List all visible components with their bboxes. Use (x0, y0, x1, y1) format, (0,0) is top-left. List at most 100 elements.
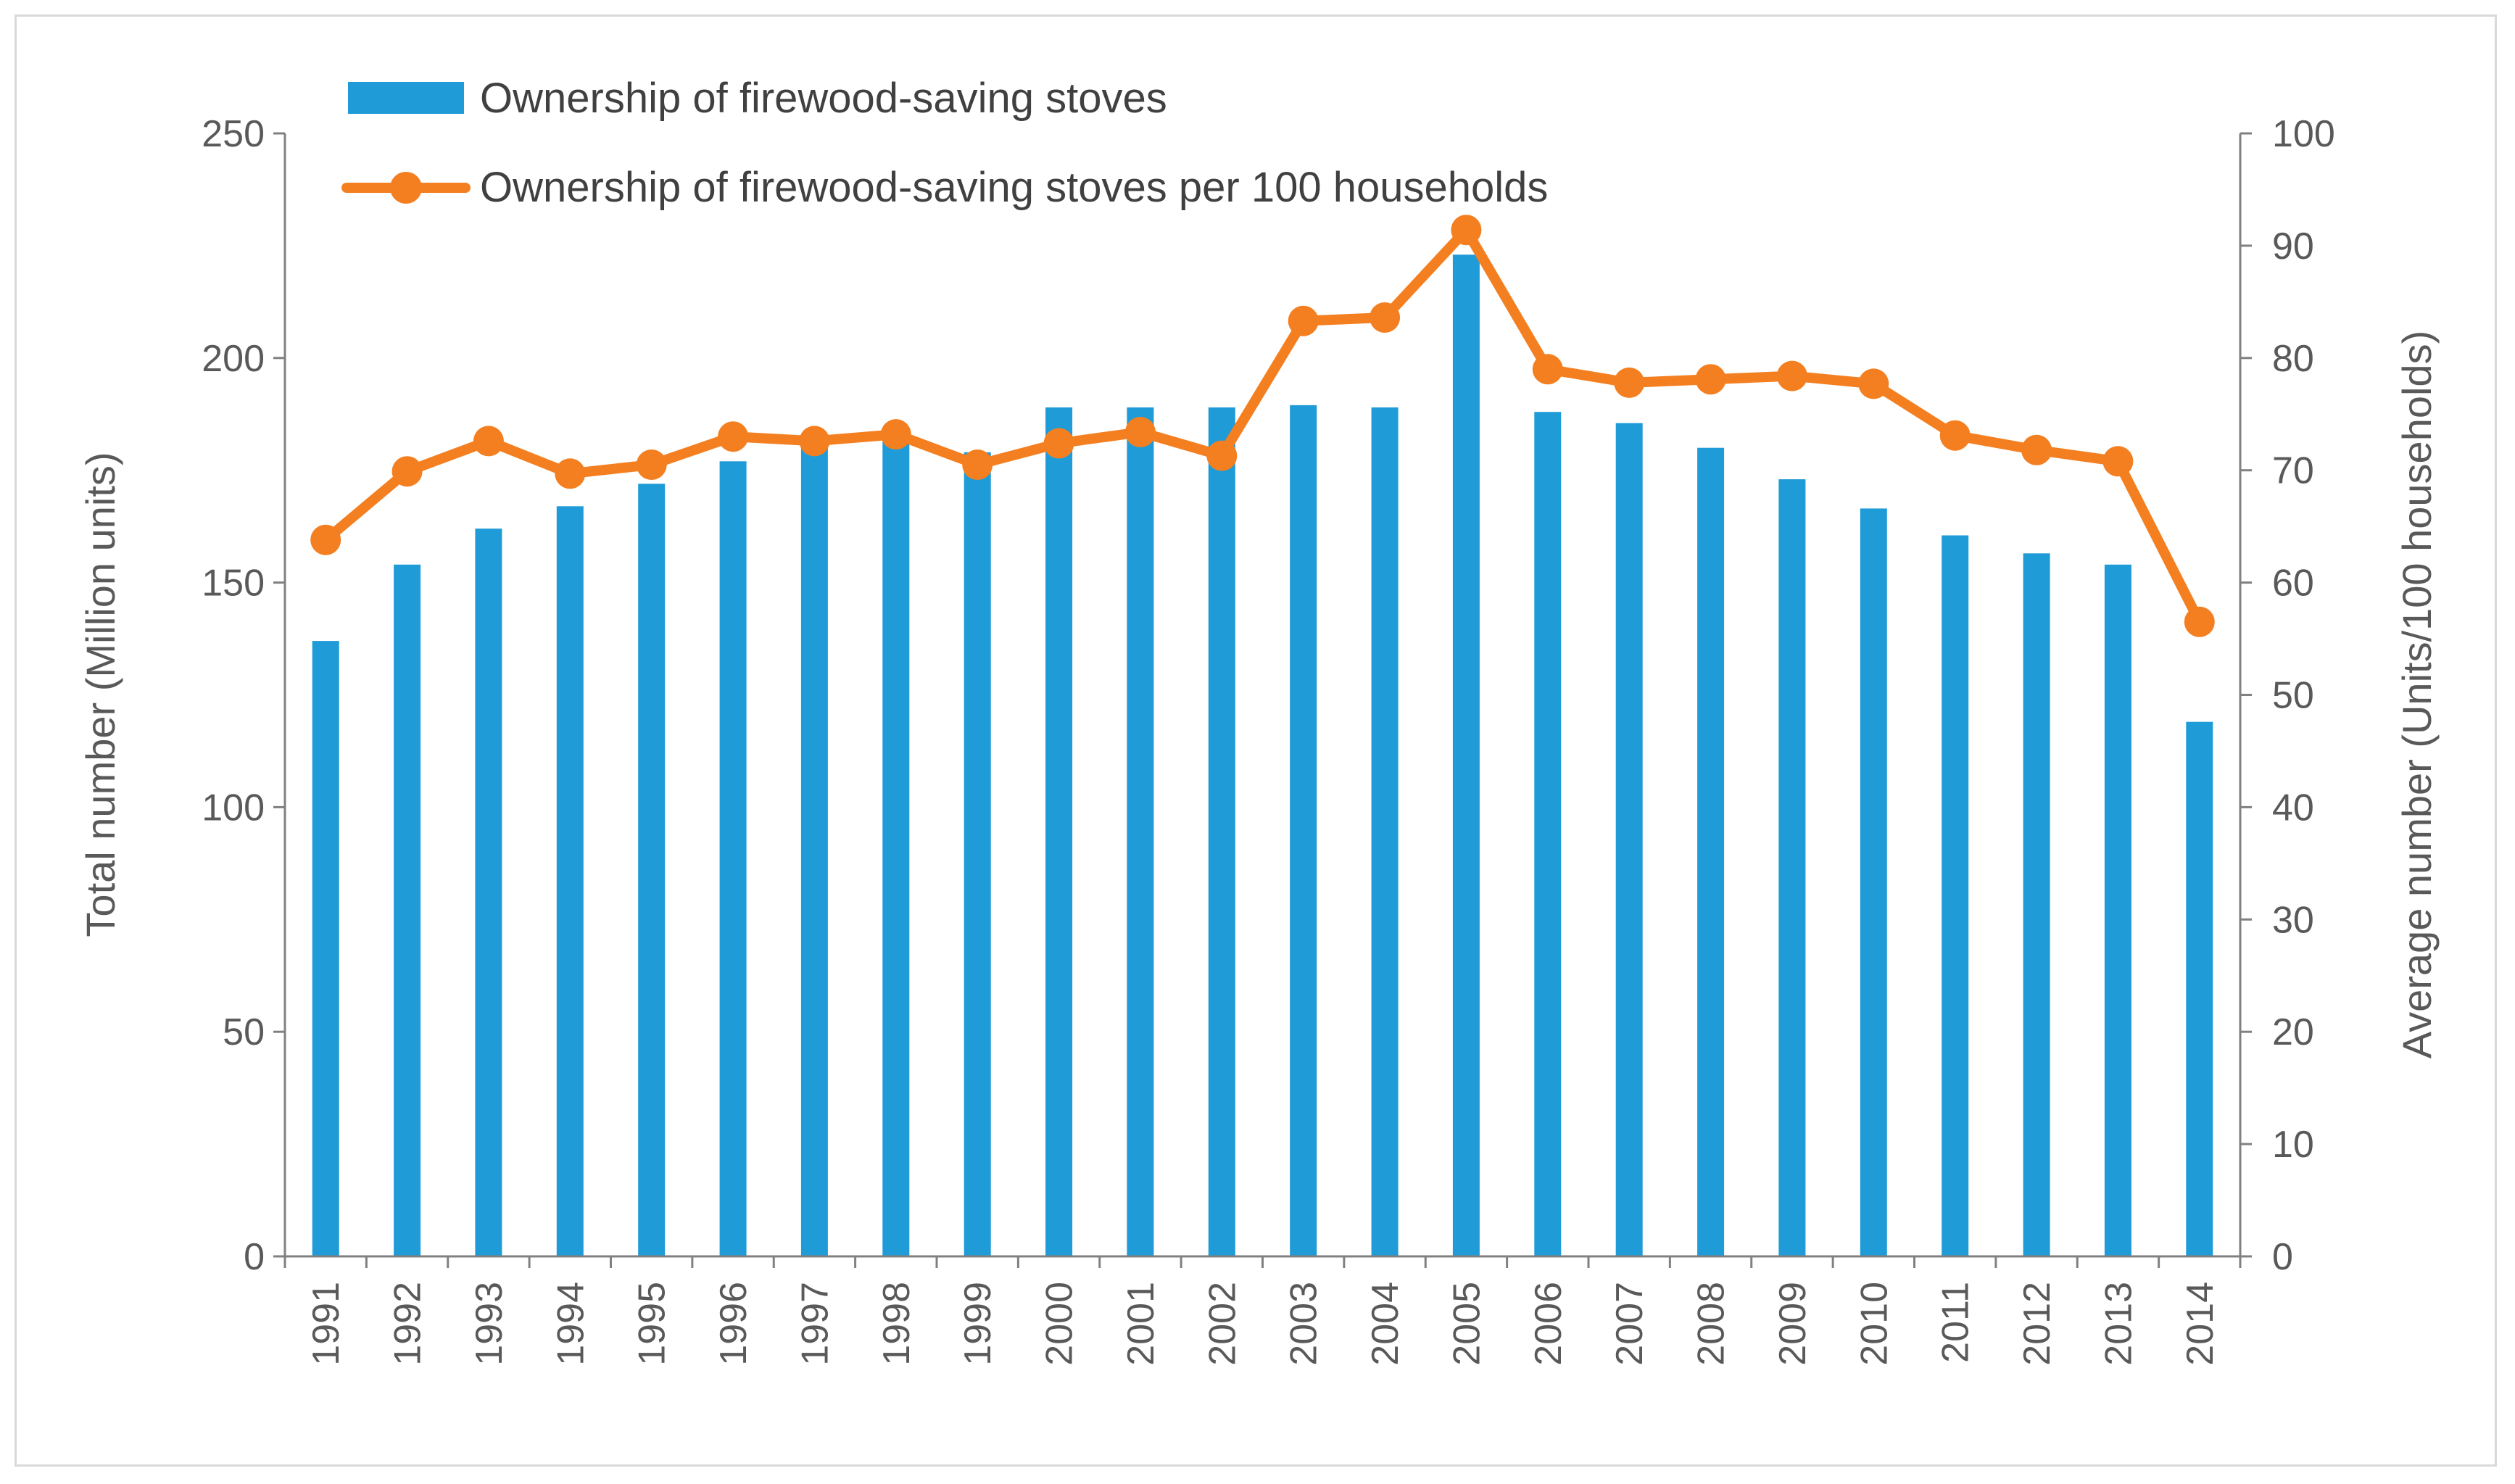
bar-2011 (1942, 535, 1969, 1256)
x-tick-label-1996: 1996 (713, 1282, 755, 1366)
left-tick-label: 0 (244, 1236, 265, 1278)
right-axis-title: Average number (Units/100 households) (2394, 331, 2440, 1058)
left-tick-label: 250 (202, 113, 265, 155)
line-point-2008 (1695, 364, 1726, 395)
bar-1996 (719, 461, 747, 1256)
line-point-1999 (962, 449, 993, 480)
right-axis-ticks: 0 10 20 30 40 50 60 70 80 90 100 (2240, 113, 2335, 1278)
x-tick-label-1998: 1998 (876, 1282, 918, 1366)
line-point-2009 (1776, 360, 1807, 391)
x-tick-label-2010: 2010 (1853, 1282, 1895, 1366)
right-tick-label: 60 (2272, 563, 2314, 605)
bar-1995 (638, 484, 666, 1256)
bar-2014 (2186, 721, 2213, 1256)
bar-1994 (556, 506, 584, 1256)
bar-1993 (475, 528, 502, 1256)
line-point-2006 (1532, 354, 1563, 385)
bar-2013 (2104, 564, 2131, 1256)
line-point-1994 (555, 458, 586, 489)
bar-1992 (394, 564, 421, 1256)
line-point-2003 (1288, 305, 1319, 336)
bar-1997 (800, 447, 828, 1257)
chart-frame (14, 14, 2497, 1467)
line-point-2004 (1370, 302, 1401, 333)
right-tick-label: 10 (2272, 1124, 2314, 1166)
legend-bar-label: Ownership of firewood-saving stoves (480, 75, 1167, 122)
x-tick-label-1993: 1993 (468, 1282, 510, 1366)
left-tick-label: 100 (202, 787, 265, 829)
line-point-2013 (2102, 446, 2134, 477)
bar-2010 (1860, 508, 1887, 1256)
x-tick-label-2002: 2002 (1201, 1282, 1243, 1366)
right-tick-label: 80 (2272, 338, 2314, 380)
line-point-1997 (799, 426, 830, 457)
line-point-2000 (1043, 428, 1074, 459)
bar-2002 (1208, 407, 1235, 1256)
x-tick-label-1991: 1991 (305, 1282, 347, 1366)
x-tick-label-1999: 1999 (957, 1282, 999, 1366)
bar-1999 (964, 452, 991, 1256)
x-tick-label-1997: 1997 (794, 1282, 836, 1366)
right-tick-label: 30 (2272, 899, 2314, 941)
line-series (310, 215, 2215, 637)
x-tick-label-2000: 2000 (1039, 1282, 1081, 1366)
line-point-1998 (880, 419, 911, 450)
x-tick-label-2005: 2005 (1446, 1282, 1488, 1366)
left-tick-label: 200 (202, 338, 265, 380)
bar-2004 (1371, 407, 1399, 1256)
legend: Ownership of firewood-saving stoves Owne… (341, 75, 1548, 211)
bar-2000 (1045, 407, 1073, 1256)
line-point-2007 (1614, 367, 1645, 398)
line-point-1991 (310, 524, 341, 555)
x-tick-label-2009: 2009 (1772, 1282, 1814, 1366)
x-tick-label-1994: 1994 (550, 1282, 592, 1366)
bar-2009 (1778, 479, 1806, 1256)
line-point-2010 (1858, 368, 1889, 399)
per-100-households-line (322, 225, 2205, 624)
bar-1991 (312, 641, 339, 1256)
legend-bar-swatch (348, 82, 464, 114)
line-point-2002 (1206, 440, 1238, 471)
left-tick-label: 150 (202, 563, 265, 605)
line-point-1996 (718, 421, 749, 452)
x-tick-label-2011: 2011 (1935, 1282, 1977, 1363)
bar-series (312, 254, 2213, 1257)
line-point-1995 (636, 449, 667, 480)
x-tick-label-2012: 2012 (2016, 1282, 2058, 1366)
bar-2008 (1697, 447, 1725, 1257)
bar-2007 (1615, 423, 1643, 1256)
line-point-1992 (391, 456, 423, 487)
right-tick-label: 0 (2272, 1236, 2293, 1278)
x-tick-label-1992: 1992 (387, 1282, 429, 1366)
x-tick-label-2013: 2013 (2097, 1282, 2139, 1366)
legend-line-marker (390, 172, 422, 204)
x-tick-label-2001: 2001 (1120, 1282, 1162, 1366)
line-point-2011 (1939, 420, 1971, 451)
left-tick-label: 50 (223, 1011, 265, 1053)
right-tick-label: 20 (2272, 1011, 2314, 1053)
x-tick-label-2007: 2007 (1609, 1282, 1651, 1366)
right-tick-label: 90 (2272, 225, 2314, 268)
line-point-2012 (2021, 434, 2052, 465)
right-tick-label: 100 (2272, 113, 2335, 155)
line-point-1993 (473, 426, 504, 457)
right-tick-label: 70 (2272, 450, 2314, 492)
bar-2001 (1127, 407, 1154, 1256)
left-axis-ticks: 0 50 100 150 200 250 (202, 113, 285, 1278)
left-axis-title: Total number (Million units) (78, 452, 123, 937)
bar-2003 (1290, 405, 1317, 1256)
x-tick-label-2004: 2004 (1364, 1282, 1406, 1366)
x-tick-label-2008: 2008 (1691, 1282, 1733, 1366)
right-tick-label: 40 (2272, 787, 2314, 829)
right-tick-label: 50 (2272, 675, 2314, 717)
x-tick-label-2014: 2014 (2179, 1282, 2221, 1366)
bar-2006 (1534, 412, 1562, 1257)
line-point-2005 (1451, 215, 1482, 246)
x-tick-label-2006: 2006 (1528, 1282, 1570, 1366)
bar-2012 (2023, 553, 2050, 1256)
line-point-2001 (1124, 417, 1156, 447)
legend-line-label: Ownership of firewood-saving stoves per … (480, 164, 1548, 211)
x-axis-ticks: 1991 1992 1993 1994 1995 1996 1997 1998 1999 2000… (283, 1256, 2242, 1366)
bar-1998 (882, 439, 910, 1256)
